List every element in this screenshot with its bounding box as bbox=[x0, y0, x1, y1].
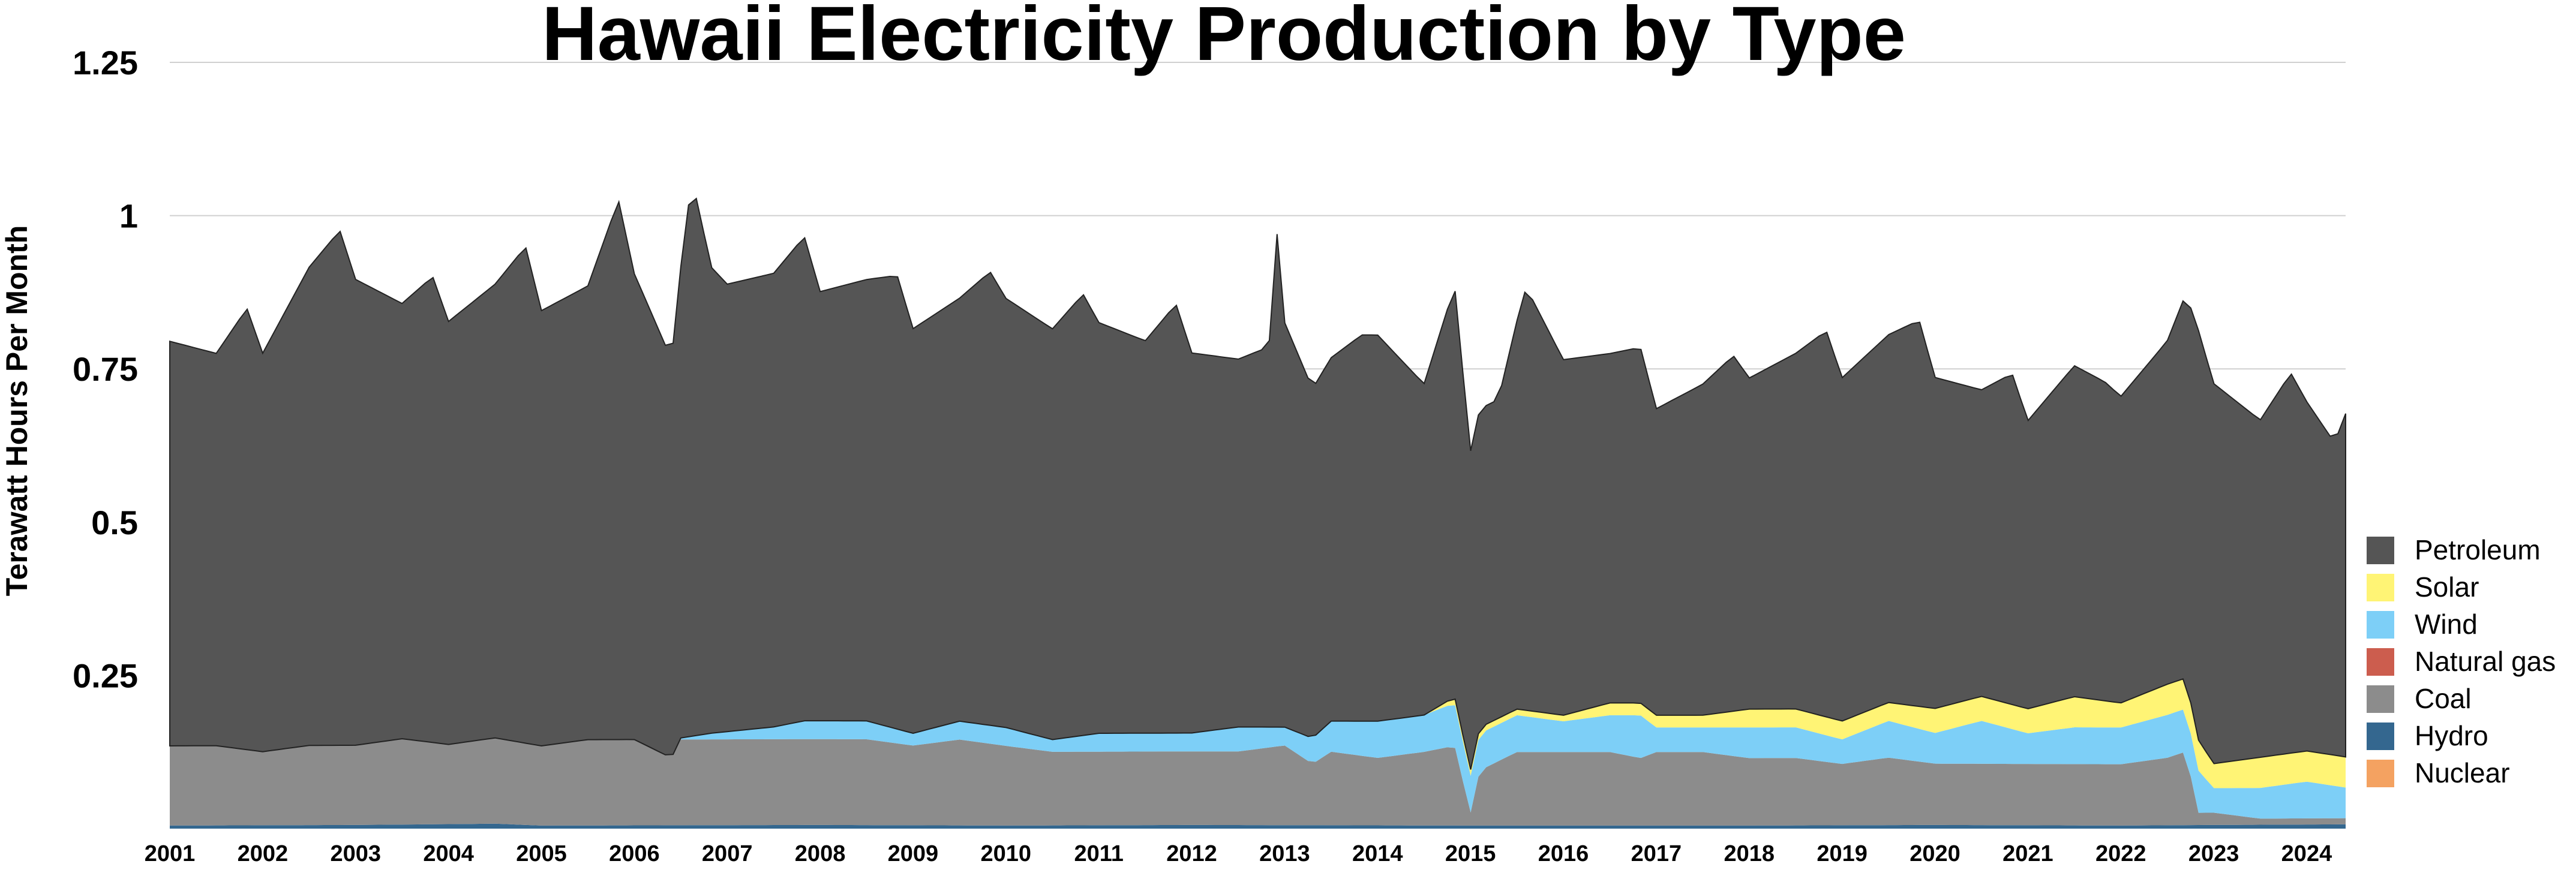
x-tick-label: 2005 bbox=[516, 841, 567, 866]
legend-swatch-hydro bbox=[2367, 723, 2394, 750]
legend-label-nuclear: Nuclear bbox=[2415, 757, 2510, 788]
y-axis-label: Terawatt Hours Per Month bbox=[0, 225, 34, 597]
x-tick-label: 2017 bbox=[1631, 841, 1682, 866]
x-tick-label: 2003 bbox=[330, 841, 381, 866]
x-tick-label: 2020 bbox=[1910, 841, 1960, 866]
x-tick-label: 2024 bbox=[2281, 841, 2332, 866]
x-tick-label: 2009 bbox=[888, 841, 939, 866]
area-hydro bbox=[170, 823, 2346, 829]
x-tick-label: 2018 bbox=[1724, 841, 1775, 866]
legend-swatch-natural-gas bbox=[2367, 648, 2394, 676]
x-tick-label: 2008 bbox=[795, 841, 846, 866]
area-coal bbox=[170, 737, 2346, 826]
legend-label-natural-gas: Natural gas bbox=[2415, 646, 2556, 677]
x-tick-label: 2021 bbox=[2002, 841, 2053, 866]
y-tick-label: 1 bbox=[119, 197, 138, 235]
x-tick-label: 2004 bbox=[423, 841, 474, 866]
x-tick-label: 2007 bbox=[702, 841, 753, 866]
x-tick-label: 2013 bbox=[1259, 841, 1310, 866]
y-tick-label: 0.25 bbox=[73, 657, 138, 694]
legend-label-wind: Wind bbox=[2415, 609, 2478, 640]
legend: Petroleum Solar Wind Natural gas Coal Hydro Nu… bbox=[2367, 534, 2556, 788]
legend-label-hydro: Hydro bbox=[2415, 720, 2488, 751]
area-layer bbox=[169, 197, 2346, 829]
x-tick-label: 2006 bbox=[609, 841, 660, 866]
x-tick-layer: 2001 2002 2003 2004 2005 2006 2007 2008 2009 2010… bbox=[145, 841, 2332, 866]
legend-swatch-wind bbox=[2367, 611, 2394, 639]
x-tick-label: 2012 bbox=[1166, 841, 1217, 866]
x-tick-label: 2016 bbox=[1538, 841, 1589, 866]
x-tick-label: 2002 bbox=[238, 841, 289, 866]
x-tick-label: 2022 bbox=[2095, 841, 2146, 866]
y-tick-layer: 0.25 0.5 0.75 1 1.25 bbox=[73, 44, 138, 694]
legend-label-solar: Solar bbox=[2415, 571, 2479, 603]
chart-title: Hawaii Electricity Production by Type bbox=[542, 0, 1906, 77]
x-tick-label: 2011 bbox=[1074, 841, 1123, 866]
legend-label-coal: Coal bbox=[2415, 683, 2472, 714]
x-tick-label: 2015 bbox=[1445, 841, 1496, 866]
y-tick-label: 0.75 bbox=[73, 350, 138, 388]
y-tick-label: 1.25 bbox=[73, 44, 138, 82]
x-tick-label: 2023 bbox=[2188, 841, 2239, 866]
legend-label-petroleum: Petroleum bbox=[2415, 534, 2541, 565]
x-tick-label: 2010 bbox=[981, 841, 1032, 866]
legend-swatch-coal bbox=[2367, 685, 2394, 713]
legend-swatch-nuclear bbox=[2367, 760, 2394, 787]
x-tick-label: 2014 bbox=[1352, 841, 1403, 866]
x-tick-label: 2019 bbox=[1817, 841, 1868, 866]
area-petroleum bbox=[169, 197, 2346, 770]
x-tick-label: 2001 bbox=[145, 841, 196, 866]
y-tick-label: 0.5 bbox=[91, 504, 138, 541]
legend-swatch-petroleum bbox=[2367, 537, 2394, 564]
legend-swatch-solar bbox=[2367, 574, 2394, 601]
